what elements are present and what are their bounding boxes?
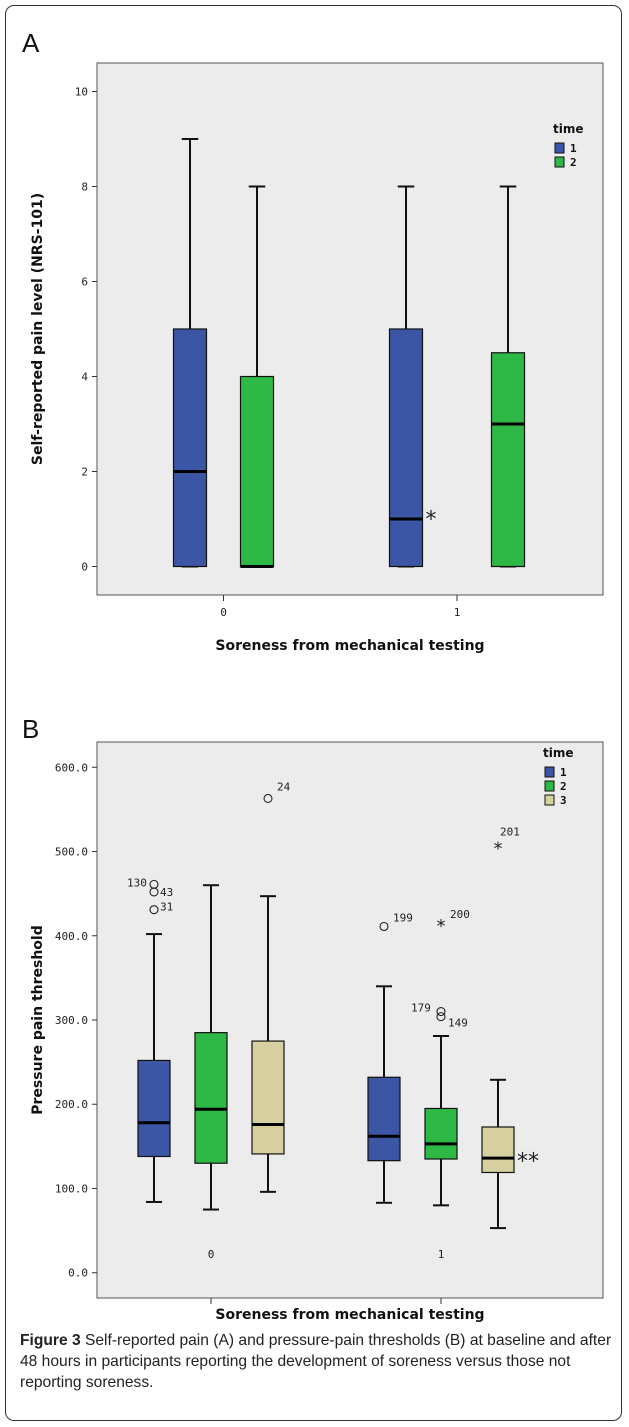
box-body [388, 328, 424, 568]
y-tick-label: 400.0 [55, 930, 88, 943]
legend-swatch [544, 780, 555, 792]
outlier-circle [379, 921, 389, 932]
significance-annotation: ** [517, 1149, 539, 1174]
x-tick-label: 0 [220, 606, 227, 619]
figure-frame [5, 5, 622, 1421]
box-body [194, 1032, 228, 1164]
outlier-star: * [437, 916, 446, 937]
legend-swatch [544, 794, 555, 806]
figure-caption: Figure 3 Self-reported pain (A) and pres… [20, 1330, 615, 1393]
outlier-label: 149 [448, 1017, 468, 1030]
caption-text: Self-reported pain (A) and pressure-pain… [20, 1332, 612, 1391]
legend-entry-label: 1 [560, 766, 567, 779]
box-body [137, 1059, 171, 1158]
outlier-star: * [494, 838, 503, 859]
y-axis-label: Pressure pain threshold [30, 925, 46, 1114]
legend-title: time [553, 122, 584, 136]
panel-label-A: A [22, 28, 40, 58]
outlier-label: 24 [277, 780, 291, 793]
legend-entry-label: 1 [570, 142, 577, 155]
legend-entry-label: 2 [560, 780, 567, 793]
legend-swatch [554, 156, 565, 168]
y-tick-label: 500.0 [55, 846, 88, 859]
box-body [172, 328, 208, 568]
outlier-circle [263, 793, 273, 803]
y-tick-label: 2 [81, 466, 88, 479]
y-tick-label: 10 [75, 86, 88, 99]
x-tick-label: 1 [454, 606, 461, 619]
legend-swatch [554, 142, 565, 154]
box-body [481, 1126, 515, 1174]
outlier-label: 179 [411, 1002, 431, 1015]
outlier-circle [436, 1012, 446, 1022]
outlier-circle [149, 887, 159, 897]
outlier-label: 130 [127, 876, 147, 889]
legend-entry-label: 3 [560, 794, 567, 807]
y-tick-label: 300.0 [55, 1014, 88, 1027]
legend-title: time [543, 746, 574, 760]
outlier-label: 199 [393, 911, 413, 924]
y-tick-label: 200.0 [55, 1098, 88, 1111]
y-tick-label: 4 [81, 371, 88, 384]
x-axis-label: Soreness from mechanical testing [215, 638, 484, 654]
significance-annotation: * [426, 507, 437, 532]
legend-entry-label: 2 [570, 156, 577, 169]
y-tick-label: 0 [81, 561, 88, 574]
outlier-label: 200 [450, 908, 470, 921]
y-tick-label: 100.0 [55, 1182, 88, 1195]
box-body [367, 1076, 401, 1162]
box-body [239, 375, 275, 568]
y-tick-label: 0.0 [68, 1267, 88, 1280]
plot-area-B [96, 741, 604, 1299]
y-tick-label: 600.0 [55, 761, 88, 774]
legend-swatch [544, 766, 555, 778]
x-tick-label: 1 [438, 1248, 445, 1261]
panel-label-B: B [22, 714, 39, 744]
box-body [251, 1040, 285, 1155]
outlier-label: 201 [500, 825, 520, 838]
x-tick-label: 0 [208, 1248, 215, 1261]
plot-area-A [96, 62, 604, 596]
y-tick-label: 6 [81, 276, 88, 289]
outlier-label: 31 [160, 901, 173, 914]
outlier-label: 43 [160, 886, 173, 899]
y-axis-label: Self-reported pain level (NRS-101) [30, 193, 46, 465]
box-body [424, 1107, 458, 1160]
caption-label: Figure 3 [20, 1332, 81, 1349]
x-axis-label: Soreness from mechanical testing [215, 1307, 484, 1323]
outlier-circle [436, 1007, 446, 1017]
y-tick-label: 8 [81, 181, 88, 194]
box-body [490, 352, 526, 568]
outlier-circle [149, 905, 159, 915]
